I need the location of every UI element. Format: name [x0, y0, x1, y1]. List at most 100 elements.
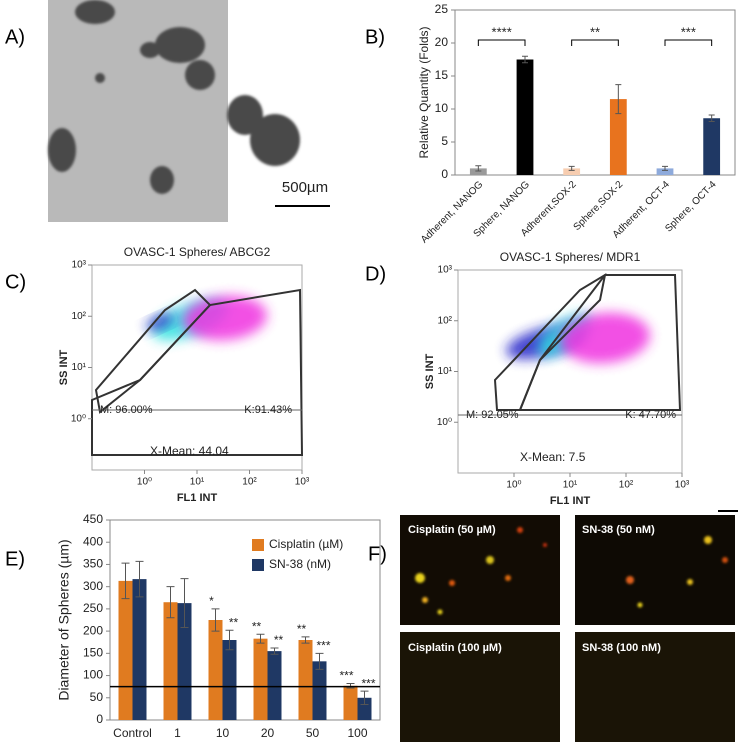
- image-label: SN-38 (100 nM): [582, 642, 661, 654]
- y-tick-label: 450: [83, 512, 103, 526]
- image-label: SN-38 (50 nM): [582, 524, 655, 536]
- error-bar: [568, 165, 575, 171]
- error-bar: [270, 647, 279, 655]
- error-bar: [475, 165, 482, 172]
- x-tick-label: 10¹: [190, 477, 205, 488]
- y-tick-label: 300: [83, 579, 103, 593]
- error-bar: [135, 560, 144, 598]
- error-bar: [180, 578, 189, 629]
- y-tick-label: 0: [441, 167, 448, 181]
- y-tick-label: 10²: [72, 311, 87, 322]
- x-axis-title: FL1 INT: [177, 492, 218, 504]
- y-tick-label: 25: [435, 2, 449, 16]
- gate-annotation: M: 96.00%: [100, 404, 153, 416]
- chart-title: OVASC-1 Spheres/ ABCG2: [124, 245, 271, 259]
- significance-label: **: [252, 619, 262, 633]
- y-axis-title: SS INT: [424, 353, 436, 389]
- significance-label: **: [274, 633, 284, 647]
- y-axis-title: SS INT: [58, 349, 70, 385]
- gate-annotation: K: 47.70%: [625, 409, 676, 421]
- y-tick-label: 15: [435, 68, 449, 82]
- event-cloud: [183, 295, 267, 341]
- y-tick-label: 50: [90, 690, 104, 704]
- y-tick-label: 10¹: [72, 362, 87, 373]
- error-bar: [225, 629, 234, 651]
- significance-bracket: [664, 39, 713, 46]
- plot-frame: [454, 9, 736, 176]
- error-bar: [615, 84, 622, 115]
- error-bar: [662, 165, 668, 171]
- y-tick-label: 10⁰: [437, 417, 452, 428]
- legend-label: Cisplatin (µM): [269, 537, 343, 551]
- x-tick-label: 50: [306, 726, 320, 740]
- x-tick-label: 10³: [295, 477, 310, 488]
- bar: [222, 640, 237, 720]
- y-tick-label: 150: [83, 646, 103, 660]
- bar: [208, 620, 223, 720]
- x-tick-label: 20: [261, 726, 275, 740]
- x-tick-label: 10²: [619, 480, 634, 491]
- bar: [703, 118, 721, 175]
- y-axis-title: Diameter of Spheres (µm): [56, 539, 72, 700]
- error-bar: [360, 690, 369, 705]
- bar: [357, 697, 372, 720]
- bar: [656, 168, 674, 175]
- error-bar: [522, 55, 528, 64]
- significance-label: **: [229, 615, 239, 629]
- bar: [267, 651, 282, 720]
- error-bar: [211, 608, 220, 632]
- x-tick-label: Control: [113, 726, 152, 740]
- scale-bar-label: 500µm: [282, 179, 328, 196]
- x-tick-label: 10³: [675, 480, 690, 491]
- bar: [118, 580, 133, 720]
- y-axis-title: Relative Quantity (Folds): [417, 26, 431, 158]
- gate: [493, 272, 607, 411]
- significance-label: ***: [339, 669, 353, 683]
- x-tick-label: 10²: [242, 477, 257, 488]
- x-tick-label: 10⁰: [137, 477, 152, 488]
- significance-label: **: [590, 24, 600, 39]
- error-bar: [301, 636, 310, 644]
- y-tick-label: 250: [83, 601, 103, 615]
- bar: [609, 99, 627, 175]
- bar: [469, 168, 487, 175]
- chart-title: OVASC-1 Spheres/ MDR1: [500, 250, 641, 264]
- x-tick-label: 10⁰: [506, 480, 521, 491]
- bar: [163, 602, 178, 720]
- micrograph: [48, 0, 330, 222]
- significance-label: ****: [492, 24, 512, 39]
- y-tick-label: 5: [441, 134, 448, 148]
- panel-label: C): [5, 271, 26, 293]
- bar: [516, 59, 534, 175]
- panel-label: B): [365, 26, 385, 48]
- significance-label: ***: [316, 639, 330, 653]
- panel-label: E): [5, 548, 25, 570]
- y-tick-label: 350: [83, 557, 103, 571]
- gate-annotation: X-Mean: 7.5: [520, 450, 586, 464]
- x-tick-label: 1: [174, 726, 181, 740]
- y-tick-label: 400: [83, 534, 103, 548]
- y-tick-label: 10³: [438, 265, 453, 276]
- gate-annotation: K:91.43%: [244, 404, 292, 416]
- y-tick-label: 200: [83, 623, 103, 637]
- image-label: Cisplatin (100 µM): [408, 642, 502, 654]
- gate: [518, 274, 682, 411]
- legend-swatch: [252, 539, 264, 551]
- bar: [343, 685, 358, 720]
- bar: [298, 640, 313, 720]
- error-bar: [166, 586, 175, 619]
- error-bar: [256, 633, 265, 644]
- significance-label: **: [297, 622, 307, 636]
- x-axis-title: FL1 INT: [550, 495, 591, 507]
- flow-plot: 10⁰ 10¹ 10² 10³ 10⁰ 10¹ 10² 10³ OVASC-1 Spheres/…: [424, 250, 690, 507]
- event-cloud: [146, 313, 174, 331]
- y-tick-label: 10²: [438, 315, 453, 326]
- significance-bracket: [571, 39, 619, 46]
- panel-label: A): [5, 26, 25, 48]
- gate-annotation: M: 92.05%: [466, 409, 519, 421]
- panel-label: F): [368, 543, 387, 565]
- y-tick-label: 100: [83, 668, 103, 682]
- gate-annotation: X-Mean: 44.04: [150, 444, 229, 458]
- legend-swatch: [252, 559, 264, 571]
